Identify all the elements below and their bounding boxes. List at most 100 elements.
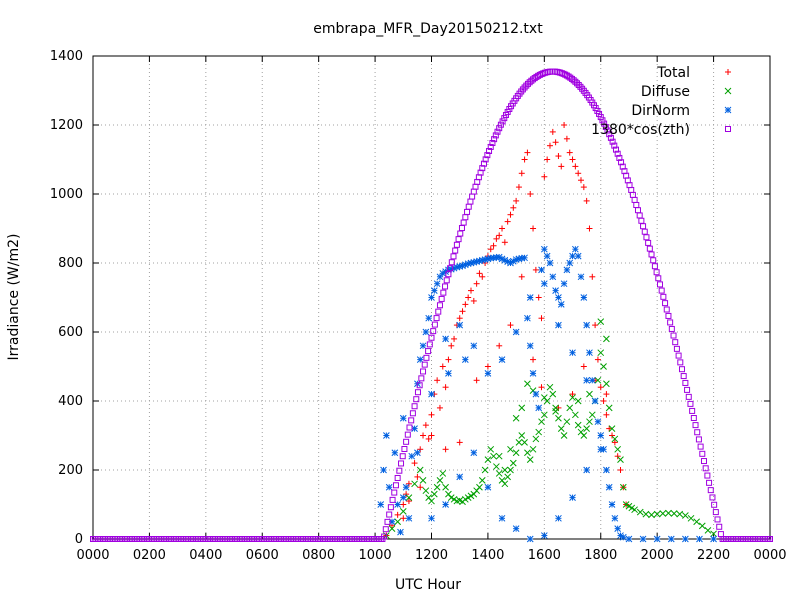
data-point (442, 283, 449, 290)
data-point (648, 251, 655, 258)
data-point (420, 432, 427, 439)
data-point (470, 188, 477, 195)
data-point (473, 280, 480, 287)
data-point (453, 241, 460, 248)
data-point (572, 245, 579, 253)
legend-marker (725, 69, 731, 75)
data-point (494, 128, 501, 135)
data-point (399, 453, 406, 460)
y-tick-label: 600 (58, 325, 83, 340)
data-point (696, 535, 703, 543)
data-point (380, 466, 387, 474)
data-point (467, 287, 474, 294)
data-point (451, 335, 458, 342)
data-point (535, 428, 543, 436)
data-point (526, 535, 534, 543)
series-diffuse (383, 318, 717, 539)
data-point (524, 380, 531, 388)
data-point (633, 202, 640, 209)
data-point (411, 460, 418, 467)
data-point (580, 432, 588, 439)
data-point (421, 361, 428, 368)
data-point (459, 308, 466, 315)
y-tick-label: 800 (58, 256, 83, 271)
data-point (394, 518, 402, 526)
data-point (442, 446, 449, 453)
data-point (540, 532, 548, 539)
data-point (675, 352, 682, 359)
data-point (569, 391, 576, 398)
data-point (526, 342, 534, 350)
data-point (709, 494, 716, 501)
data-point (408, 417, 415, 424)
data-point (512, 414, 520, 422)
grid-lines (93, 56, 770, 539)
data-point (402, 483, 410, 491)
data-point (558, 163, 565, 170)
data-point (594, 418, 602, 426)
data-point (583, 321, 590, 329)
data-point (680, 373, 687, 380)
data-point (456, 473, 464, 481)
data-point (609, 138, 616, 145)
data-point (597, 318, 605, 326)
data-point (442, 384, 449, 391)
data-point (626, 182, 633, 189)
data-point (493, 463, 500, 470)
data-point (597, 445, 605, 453)
data-point (470, 449, 478, 457)
data-point (603, 466, 610, 474)
data-point (597, 349, 605, 357)
data-point (569, 349, 576, 357)
data-point (606, 131, 613, 138)
data-point (411, 403, 418, 410)
data-point (603, 411, 610, 418)
data-point (628, 186, 635, 193)
data-point (439, 470, 447, 477)
data-point (490, 242, 497, 249)
data-point (575, 170, 582, 177)
data-point (426, 341, 433, 348)
data-point (397, 528, 404, 536)
data-point (484, 152, 491, 159)
data-point (535, 404, 543, 412)
legend-label: Total (656, 65, 690, 81)
data-point (609, 432, 616, 439)
data-point (518, 432, 526, 439)
data-point (552, 139, 559, 146)
data-point (416, 466, 424, 474)
data-point (501, 239, 508, 246)
data-point (653, 269, 660, 276)
data-point (524, 149, 531, 156)
data-point (676, 510, 684, 518)
data-point (469, 193, 476, 200)
data-point (456, 321, 464, 329)
data-point (670, 510, 678, 517)
data-point (523, 82, 530, 89)
data-point (405, 514, 413, 522)
data-point (515, 439, 523, 446)
data-point (417, 446, 424, 453)
data-point (700, 458, 707, 465)
data-point (653, 510, 661, 518)
data-point (555, 414, 562, 422)
data-point (484, 363, 491, 370)
data-point (569, 494, 576, 501)
data-point (638, 217, 645, 224)
data-point (491, 136, 498, 143)
data-point (656, 281, 663, 288)
data-point (398, 460, 405, 467)
data-point (580, 184, 587, 191)
data-point (572, 411, 579, 419)
data-point (588, 376, 596, 384)
data-point (385, 483, 393, 491)
data-point (425, 314, 433, 322)
data-point (606, 425, 613, 432)
data-point (419, 342, 427, 350)
data-point (422, 487, 430, 495)
data-point (512, 525, 520, 533)
data-point (605, 483, 613, 491)
data-point (601, 120, 608, 127)
data-point (597, 114, 604, 121)
data-point (555, 514, 562, 522)
